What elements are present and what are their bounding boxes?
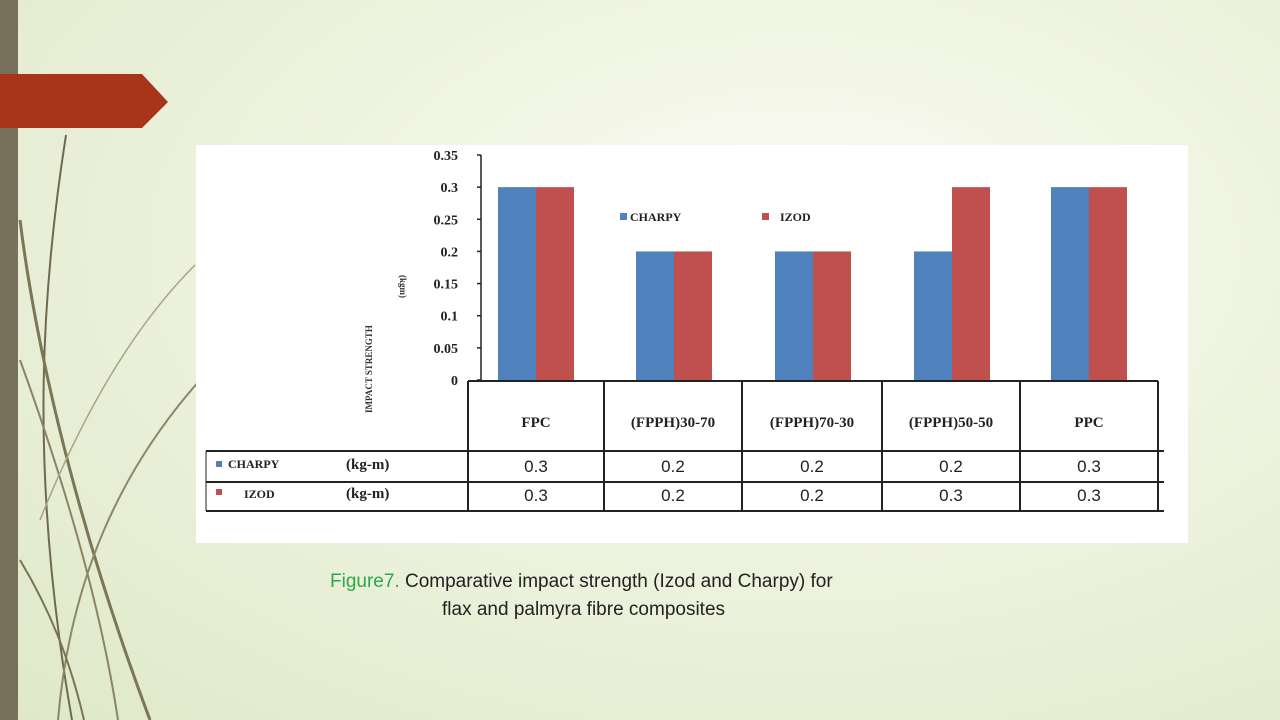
value-label-charpy-3: 0.2	[939, 457, 963, 476]
table-row-label-charpy: CHARPY	[228, 457, 280, 471]
legend-label-izod: IZOD	[780, 210, 811, 224]
y-tick-label: 0.3	[441, 181, 459, 196]
value-label-izod-3: 0.3	[939, 486, 963, 505]
sidebar-bar	[0, 0, 18, 720]
y-axis: 0 0.05 0.1 0.15 0.2 0.25 0.3 0.35	[434, 149, 482, 389]
y-tick-label: 0.05	[434, 342, 459, 357]
table-row-label-izod: IZOD	[244, 487, 275, 501]
value-label-izod-1: 0.2	[661, 486, 685, 505]
caption-text-1: Comparative impact strength (Izod and Ch…	[399, 571, 833, 592]
bar-izod-1	[674, 251, 712, 380]
legend-swatch-izod	[762, 213, 769, 220]
value-label-charpy-4: 0.3	[1077, 457, 1101, 476]
value-label-charpy-0: 0.3	[524, 457, 548, 476]
figure-caption: Figure7. Comparative impact strength (Iz…	[300, 568, 1060, 624]
y-tick-label: 0.15	[434, 278, 459, 293]
impact-strength-chart: 0 0.05 0.1 0.15 0.2 0.25 0.3 0.35 IMPACT STRENG…	[205, 149, 1164, 512]
value-label-izod-2: 0.2	[800, 486, 824, 505]
value-label-charpy-2: 0.2	[800, 457, 824, 476]
value-label-izod-4: 0.3	[1077, 486, 1101, 505]
figure-panel: 0 0.05 0.1 0.15 0.2 0.25 0.3 0.35 IMPACT STRENG…	[196, 145, 1188, 543]
data-table: CHARPY (kg-m) IZOD (kg-m)	[205, 380, 1164, 512]
table-swatch-charpy	[216, 461, 222, 467]
y-tick-label: 0.25	[434, 213, 459, 228]
bar-charpy-0	[498, 187, 536, 380]
bar-charpy-2	[775, 251, 813, 380]
value-label-izod-0: 0.3	[524, 486, 548, 505]
category-label-0: FPC	[521, 415, 550, 431]
y-tick-label: 0.35	[434, 149, 459, 164]
table-row-unit-charpy: (kg-m)	[346, 457, 389, 473]
legend-swatch-charpy	[620, 213, 627, 220]
bar-izod-2	[813, 251, 851, 380]
caption-line-1: Figure7. Comparative impact strength (Iz…	[300, 568, 1060, 596]
bar-izod-0	[536, 187, 574, 380]
bar-charpy-1	[636, 251, 674, 380]
y-tick-label: 0.1	[441, 310, 459, 325]
legend-label-charpy: CHARPY	[630, 210, 682, 224]
caption-line-2: flax and palmyra fibre composites	[442, 599, 726, 620]
category-label-3: (FPPH)50-50	[909, 415, 993, 431]
y-axis-label: IMPACT STRENGTH	[364, 325, 374, 413]
y-tick-label: 0.2	[441, 245, 459, 260]
bar-izod-3	[952, 187, 990, 380]
table-cells: FPC (FPPH)30-70 (FPPH)70-30 (FPPH)50-50 PPC 0…	[521, 415, 1103, 505]
category-label-1: (FPPH)30-70	[631, 415, 715, 431]
bars	[498, 187, 1127, 380]
title-accent-tag	[0, 74, 168, 128]
y-tick-label: 0	[451, 374, 458, 389]
y-axis-unit: (kgm)	[398, 275, 408, 298]
table-swatch-izod	[216, 489, 222, 495]
category-label-2: (FPPH)70-30	[770, 415, 854, 431]
category-label-4: PPC	[1074, 415, 1103, 431]
bar-charpy-4	[1051, 187, 1089, 380]
table-row-unit-izod: (kg-m)	[346, 486, 389, 502]
value-label-charpy-1: 0.2	[661, 457, 685, 476]
bar-charpy-3	[914, 251, 952, 380]
caption-figure-number: Figure7.	[330, 571, 400, 592]
legend: CHARPY IZOD	[620, 210, 811, 224]
bar-izod-4	[1089, 187, 1127, 380]
decorative-curves	[18, 134, 201, 720]
